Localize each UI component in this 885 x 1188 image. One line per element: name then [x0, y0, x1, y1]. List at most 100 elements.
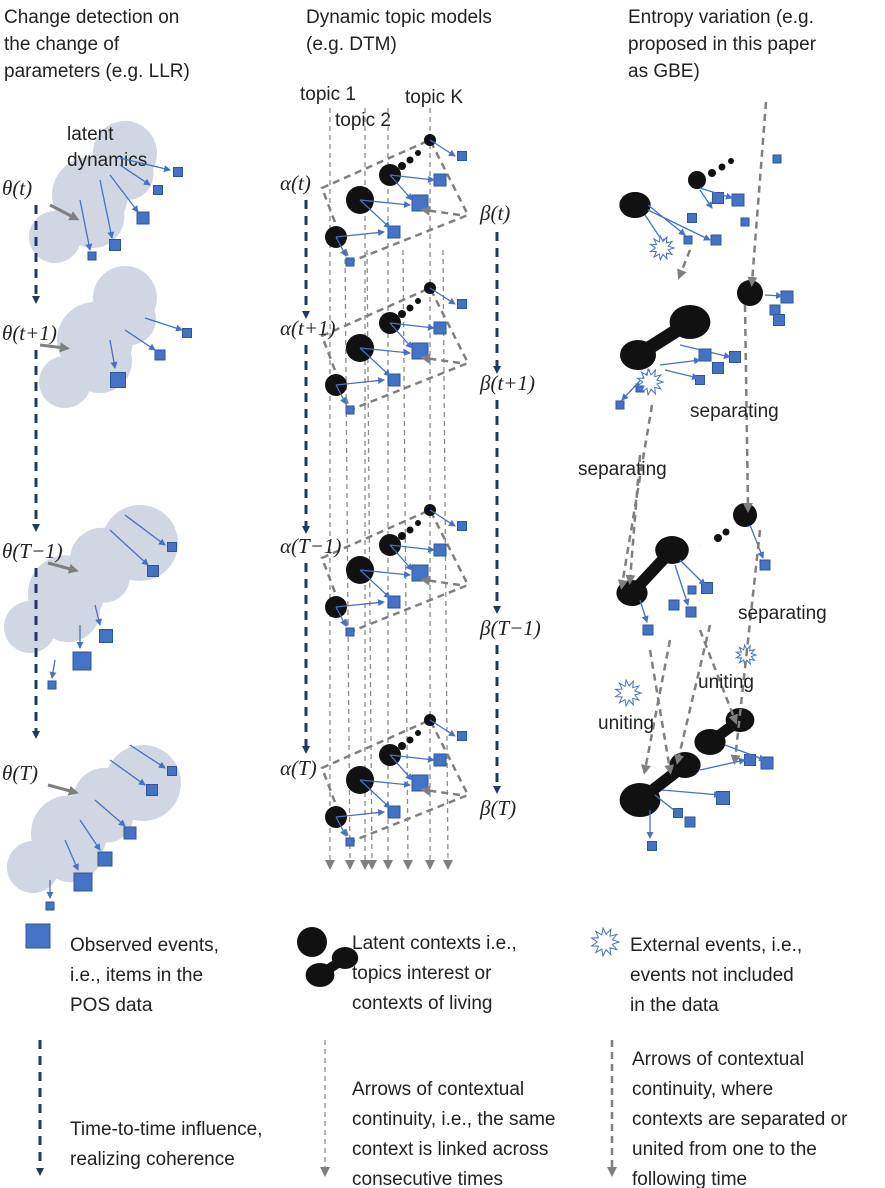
- blue-arrow: [679, 344, 731, 360]
- observed-event: [173, 167, 183, 177]
- observed-event: [47, 680, 57, 690]
- context-arrow: [730, 529, 762, 765]
- observed-event: [772, 154, 782, 164]
- observed-event: [167, 542, 177, 552]
- blue-arrow: [335, 816, 347, 837]
- blue-arrow: [389, 322, 435, 331]
- text-line: Dynamic topic models: [306, 7, 492, 28]
- latent-context: [305, 963, 335, 987]
- blue-arrow: [724, 744, 766, 762]
- alpha-label: α(t+1): [280, 316, 336, 340]
- param-arrow: [39, 342, 70, 353]
- observed-event: [345, 627, 355, 637]
- latent-context: [619, 192, 651, 218]
- observed-event: [457, 731, 467, 741]
- latent-context: [415, 298, 421, 304]
- text-line: Entropy variation (e.g.: [628, 7, 814, 28]
- observed-event: [685, 606, 697, 618]
- latent-context: [737, 280, 763, 306]
- blue-arrow: [647, 209, 711, 241]
- text-line: i.e., items in the: [70, 965, 203, 986]
- latent-context: [415, 520, 421, 526]
- text-line: contexts of living: [352, 993, 492, 1014]
- beta-label: β(t+1): [479, 371, 535, 395]
- text-line: as GBE): [628, 61, 700, 82]
- observed-event: [647, 841, 657, 851]
- annotation: separating: [738, 603, 827, 624]
- observed-event: [780, 290, 794, 304]
- observed-event: [701, 582, 713, 594]
- external-event: [648, 234, 676, 262]
- latent-context: [619, 783, 661, 817]
- latent-context: [722, 528, 730, 536]
- blue-arrow: [335, 606, 347, 627]
- blue-arrow: [99, 179, 115, 239]
- topic-label: topic 2: [335, 110, 391, 131]
- blue-arrow: [639, 599, 649, 623]
- observed-event: [167, 766, 177, 776]
- observed-event: [345, 837, 355, 847]
- alpha-label: α(t): [280, 171, 311, 195]
- text-line: Arrows of contextual: [352, 1079, 524, 1100]
- text-line: the change of: [4, 34, 120, 55]
- text-line: context is linked across: [352, 1139, 548, 1160]
- blue-arrow: [124, 514, 166, 546]
- observed-event: [668, 599, 680, 611]
- topic-frame: [320, 286, 470, 412]
- observed-event: [123, 826, 137, 840]
- parameter-label: θ(t): [2, 176, 32, 200]
- observed-event: [731, 193, 745, 207]
- cloud: [93, 266, 157, 330]
- param-arrow: [49, 203, 80, 221]
- blue-arrow: [429, 139, 456, 157]
- blue-arrow: [429, 509, 456, 527]
- blue-arrow: [359, 199, 411, 208]
- blue-arrow: [359, 347, 411, 356]
- observed-event: [759, 559, 771, 571]
- blue-arrow: [389, 322, 413, 349]
- topic-label: topic 1: [300, 84, 356, 105]
- context-arrow: [742, 304, 753, 513]
- observed-event: [387, 595, 401, 609]
- blue-arrow: [429, 719, 456, 737]
- observed-event: [345, 405, 355, 415]
- observed-event: [740, 217, 750, 227]
- observed-event: [153, 185, 163, 195]
- observed-event: [457, 521, 467, 531]
- observed-event: [769, 304, 781, 316]
- context-arrow: [641, 639, 672, 775]
- annotation: separating: [578, 459, 667, 480]
- blue-arrow: [359, 569, 411, 578]
- blue-arrow: [119, 157, 171, 173]
- context-arrow: [420, 353, 461, 365]
- observed-event: [182, 328, 192, 338]
- latent-context: [655, 536, 689, 564]
- blue-arrow: [94, 604, 102, 626]
- observed-event: [411, 564, 429, 582]
- blue-arrow: [699, 757, 746, 771]
- observed-event: [411, 342, 429, 360]
- observed-event: [687, 585, 697, 595]
- latent-context: [718, 163, 726, 171]
- cloud: [102, 505, 178, 581]
- param-arrow: [47, 561, 79, 574]
- blue-arrow: [674, 564, 690, 606]
- alpha-label: α(T): [280, 756, 317, 780]
- observed-event: [433, 173, 447, 187]
- context-arrow: [420, 785, 461, 797]
- latent-context: [620, 340, 656, 370]
- blue-arrow: [79, 819, 101, 851]
- external-event: [635, 367, 665, 397]
- blue-arrow: [335, 377, 385, 386]
- blue-arrow: [699, 189, 713, 209]
- param-arrow: [47, 783, 79, 796]
- observed-event: [716, 791, 730, 805]
- latent-context: [728, 158, 734, 164]
- observed-event: [147, 565, 159, 577]
- parameter-label: θ(t+1): [2, 321, 57, 345]
- context-arrow: [648, 649, 675, 775]
- blue-arrow: [335, 809, 385, 818]
- observed-event: [154, 349, 166, 361]
- context-arrow: [747, 101, 768, 287]
